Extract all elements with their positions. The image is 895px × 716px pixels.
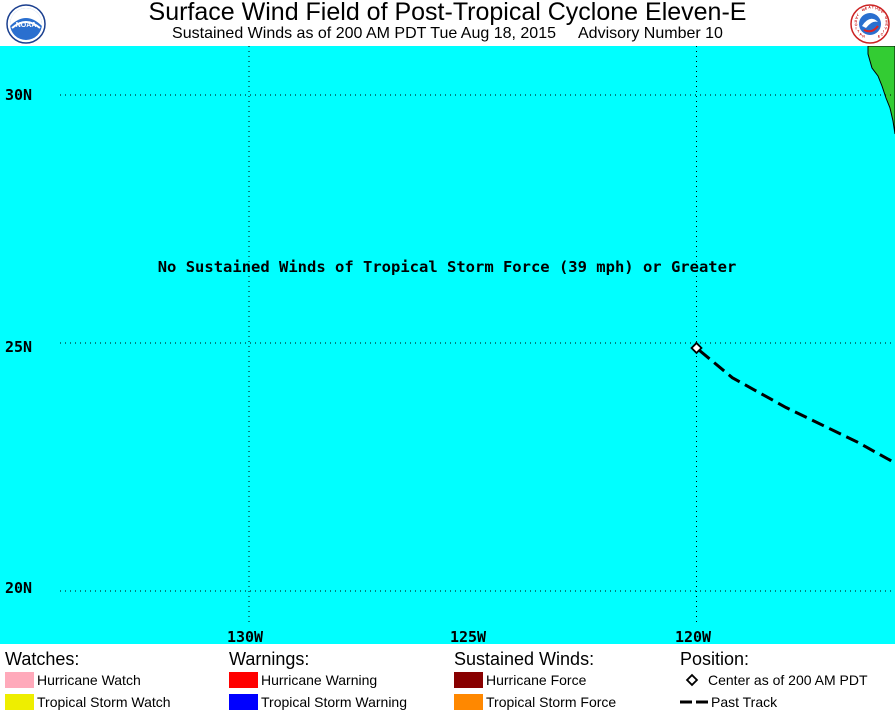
dashed-track-icon xyxy=(680,700,708,704)
tropical-storm-watch-swatch xyxy=(5,694,34,710)
lon-label-125w: 125W xyxy=(450,628,487,644)
hurricane-force-swatch xyxy=(454,672,483,688)
legend-tropical-storm-force: Tropical Storm Force xyxy=(454,694,616,710)
noaa-logo: NOAA xyxy=(6,4,46,44)
lat-label-25n: 25N xyxy=(5,338,32,356)
svg-text:NOAA: NOAA xyxy=(16,22,37,29)
hurricane-warning-swatch xyxy=(229,672,258,688)
lon-label-130w: 130W xyxy=(227,628,264,644)
no-tropical-storm-winds-notice: No Sustained Winds of Tropical Storm For… xyxy=(158,258,737,276)
storm-center-marker xyxy=(690,341,703,355)
subtitle-advisory: Advisory Number 10 xyxy=(578,25,723,42)
subtitle-valid-time: Sustained Winds as of 200 AM PDT Tue Aug… xyxy=(172,25,556,42)
lat-label-20n: 20N xyxy=(5,579,32,597)
map-header: NOAA Surface Wind Field of Post-Tropical… xyxy=(0,0,895,46)
longitude-labels: 130W 125W 120W xyxy=(227,628,712,644)
graticule xyxy=(60,46,895,626)
map-legend: Watches: Hurricane Watch Tropical Storm … xyxy=(0,645,895,716)
legend-winds-header: Sustained Winds: xyxy=(454,649,595,669)
legend-tropical-storm-warning: Tropical Storm Warning xyxy=(229,694,407,710)
lat-label-30n: 30N xyxy=(5,86,32,104)
latitude-labels: 30N 25N 20N xyxy=(5,86,32,597)
lon-label-120w: 120W xyxy=(675,628,712,644)
wind-field-map: 30N 25N 20N 130W 125W 120W No Sustained … xyxy=(0,46,895,644)
legend-hurricane-watch: Hurricane Watch xyxy=(5,672,141,688)
page-title: Surface Wind Field of Post-Tropical Cycl… xyxy=(148,0,747,26)
tropical-storm-warning-swatch xyxy=(229,694,258,710)
legend-watches-header: Watches: xyxy=(5,649,80,669)
center-diamond-icon xyxy=(685,673,699,687)
page-subtitle: Sustained Winds as of 200 AM PDT Tue Aug… xyxy=(0,25,895,43)
legend-position-header: Position: xyxy=(680,649,750,669)
ocean xyxy=(0,46,895,644)
hurricane-watch-swatch xyxy=(5,672,34,688)
tropical-storm-force-swatch xyxy=(454,694,483,710)
legend-center-position: Center as of 200 AM PDT xyxy=(684,672,868,688)
past-track-line xyxy=(695,346,895,465)
legend-past-track: Past Track xyxy=(680,694,777,710)
land-baja-california xyxy=(867,46,895,135)
legend-hurricane-force: Hurricane Force xyxy=(454,672,586,688)
legend-hurricane-warning: Hurricane Warning xyxy=(229,672,377,688)
legend-warnings-header: Warnings: xyxy=(229,649,310,669)
legend-tropical-storm-watch: Tropical Storm Watch xyxy=(5,694,171,710)
